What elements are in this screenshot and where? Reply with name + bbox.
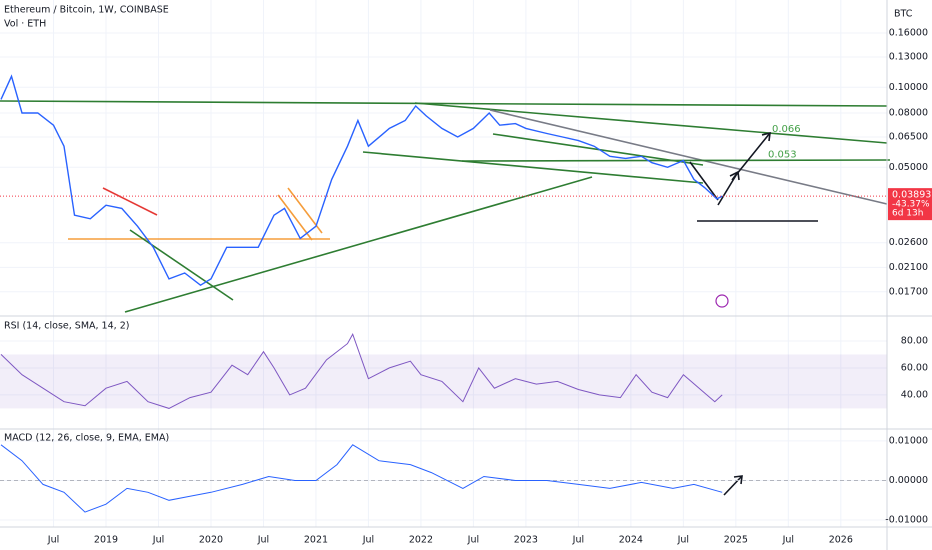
grid — [0, 0, 887, 527]
arrow-path — [717, 132, 771, 206]
volume-label: Vol · ETH — [4, 19, 46, 30]
y-tick-label: 0.16000 — [889, 28, 928, 39]
x-tick-label: 2025 — [724, 535, 748, 546]
x-tick-label: Jul — [152, 535, 164, 546]
drawings — [0, 100, 891, 496]
trend-line — [102, 187, 158, 216]
x-tick-label: Jul — [47, 535, 59, 546]
trend-line — [362, 151, 704, 184]
y-tick-label: 0.01000 — [889, 435, 928, 446]
trend-line — [414, 102, 888, 144]
y-tick-label: 80.00 — [901, 335, 928, 346]
event-icon[interactable] — [715, 294, 729, 308]
y-tick-label: 0.02600 — [889, 237, 928, 248]
x-tick-label: 2026 — [829, 535, 853, 546]
x-tick-label: 2024 — [619, 535, 643, 546]
series-line — [0, 74, 723, 287]
rsi-label: RSI (14, close, SMA, 14, 2) — [4, 321, 129, 332]
x-tick-label: Jul — [257, 535, 269, 546]
y-tick-label: 0.01700 — [889, 286, 928, 297]
y-tick-label: 40.00 — [901, 389, 928, 400]
series-line — [0, 444, 723, 513]
y-tick-label: -0.01000 — [885, 515, 928, 526]
x-tick-label: Jul — [677, 535, 689, 546]
arrow-head — [733, 475, 743, 485]
price-annotation: 0.053 — [768, 150, 797, 161]
y-tick-label: 0.13000 — [889, 51, 928, 62]
y-tick-label: 0.08000 — [889, 108, 928, 119]
x-tick-label: 2019 — [94, 535, 118, 546]
y-tick-label: 0.05000 — [889, 162, 928, 173]
x-tick-label: Jul — [572, 535, 584, 546]
arrow-path — [723, 475, 743, 496]
x-tick-label: Jul — [467, 535, 479, 546]
price-tag-countdown: 6d 13h — [892, 209, 923, 219]
y-tick-label: 0.06500 — [889, 131, 928, 142]
arrow-head — [729, 170, 740, 181]
x-tick-label: Jul — [782, 535, 794, 546]
trend-line — [689, 161, 719, 201]
channel-line — [277, 194, 313, 241]
trend-line — [0, 100, 888, 107]
y-tick-label: 0.02100 — [889, 262, 928, 273]
y-tick-label: 60.00 — [901, 362, 928, 373]
series-line — [0, 332, 723, 409]
price-tag-change: -43.37% — [892, 200, 930, 210]
x-tick-label: 2023 — [514, 535, 538, 546]
rsi-band — [0, 354, 887, 409]
x-tick-label: 2021 — [304, 535, 328, 546]
price-annotation: 0.066 — [772, 124, 801, 135]
chart-title: Ethereum / Bitcoin, 1W, COINBASE — [4, 5, 169, 16]
trend-line — [489, 109, 888, 205]
macd-label: MACD (12, 26, close, 9, EMA, EMA) — [4, 433, 169, 444]
arrow-head — [761, 131, 771, 142]
y-tick-label: 0.00000 — [889, 475, 928, 486]
y-tick-label: 0.10000 — [889, 82, 928, 93]
price-tag-value: 0.03893 — [892, 190, 931, 201]
x-tick-label: Jul — [362, 535, 374, 546]
x-tick-label: 2020 — [199, 535, 223, 546]
price-tag — [888, 188, 932, 221]
x-tick-label: 2022 — [409, 535, 433, 546]
trend-line — [129, 229, 234, 301]
currency: BTC — [894, 9, 913, 20]
trend-line — [124, 176, 593, 313]
